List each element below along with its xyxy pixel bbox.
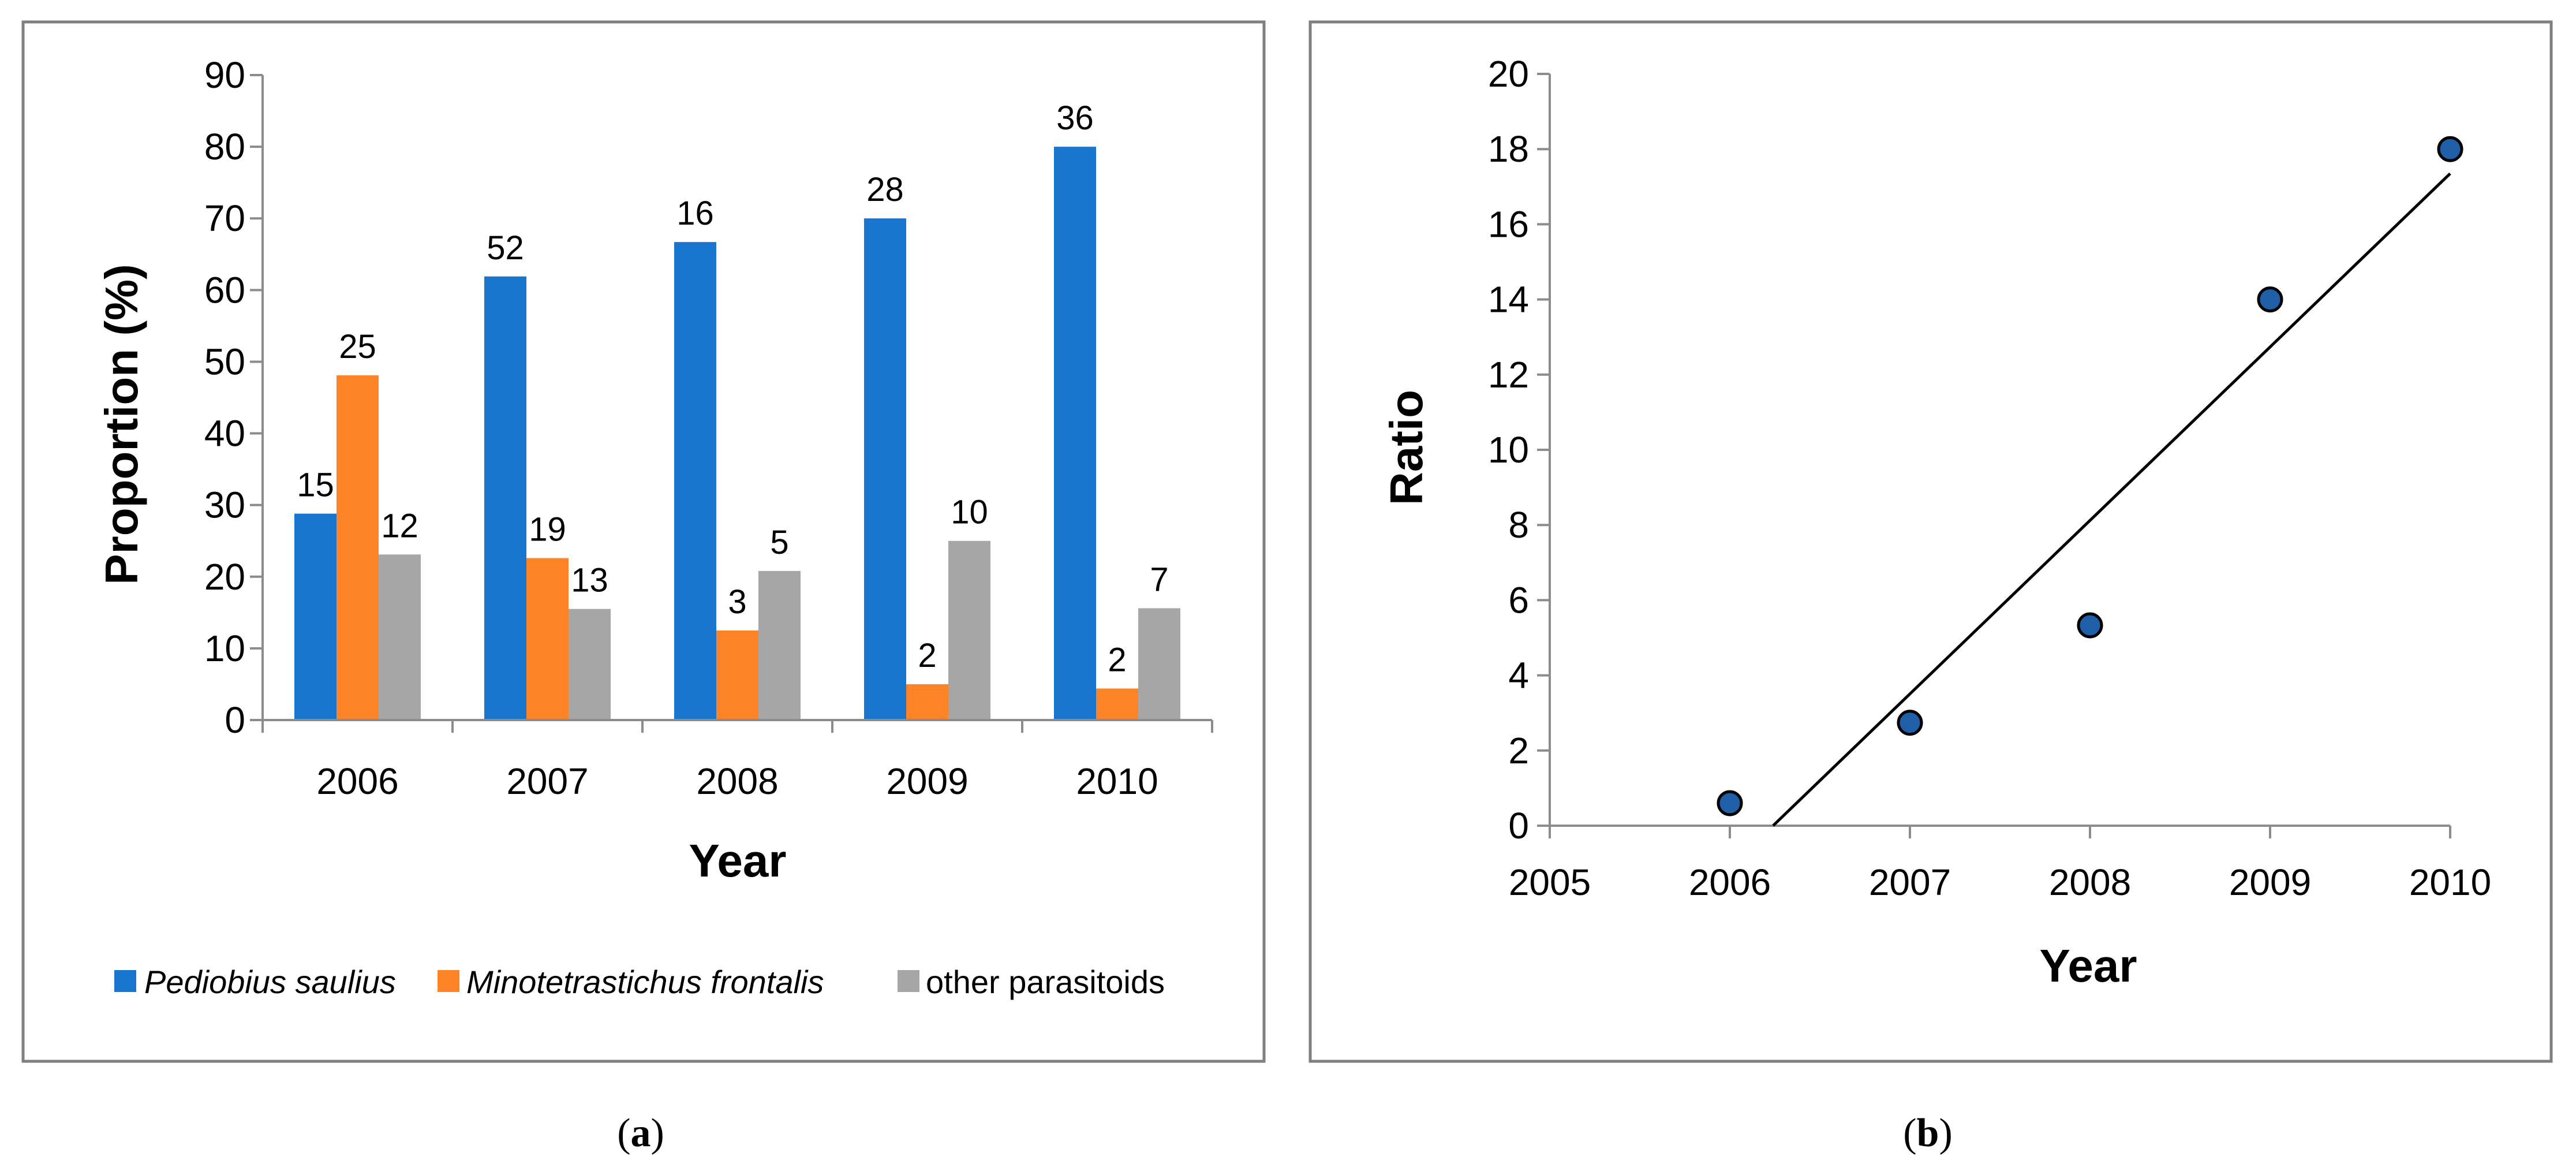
legend-label: Pediobius saulius (144, 964, 396, 1000)
y-tick-label: 14 (1488, 279, 1529, 320)
panel-b-frame (1308, 20, 2553, 1063)
caption-a-letter: a (631, 1111, 651, 1155)
bar-data-label: 28 (866, 171, 904, 208)
panel-b-y-axis-title: Ratio (1381, 390, 1432, 505)
bar-data-label: 10 (951, 494, 988, 531)
bar-data-label: 15 (297, 467, 334, 504)
y-tick-label: 12 (1488, 354, 1529, 396)
bar-0-2 (674, 242, 716, 720)
x-tick-label: 2007 (1869, 862, 1951, 903)
y-tick-label: 8 (1508, 504, 1529, 546)
bar-data-label: 12 (381, 507, 418, 545)
x-tick-label: 2010 (1076, 760, 1158, 802)
y-tick-label: 20 (204, 556, 245, 598)
bar-0-3 (864, 218, 906, 720)
y-tick-label: 50 (204, 341, 245, 382)
caption-b-letter: b (1917, 1111, 1939, 1155)
panel-a-axes (250, 74, 1213, 733)
bar-data-label: 16 (676, 195, 714, 232)
scatter-point-0 (1717, 790, 1743, 816)
y-tick-label: 40 (204, 413, 245, 454)
panel-a-y-tick-labels: 0 10 20 30 40 50 60 70 80 90 (204, 54, 245, 741)
bar-1-2 (716, 630, 758, 720)
scatter-point-2 (2077, 612, 2103, 639)
bar-1-0 (337, 375, 379, 720)
panel-b-trendline (1772, 172, 2451, 827)
x-tick-label: 2009 (886, 760, 968, 802)
scatter-point-3 (2257, 286, 2283, 313)
bar-data-label: 13 (571, 562, 608, 599)
bar-1-4 (1096, 688, 1138, 720)
bar-data-label: 7 (1150, 561, 1168, 598)
panel-b-x-axis-title: Year (2039, 940, 2137, 991)
legend-label: Minotetrastichus frontalis (466, 964, 824, 1000)
panel-a-x-axis-title: Year (689, 835, 786, 886)
x-tick-label: 2006 (316, 760, 398, 802)
x-tick-label: 2005 (1509, 862, 1591, 903)
bar-2-3 (948, 540, 990, 720)
y-tick-label: 10 (204, 628, 245, 669)
scatter-point-1 (1897, 710, 1923, 736)
bar-0-0 (294, 513, 337, 720)
caption-b: (b) (1903, 1111, 1953, 1155)
panel-b-x-tick-labels: 2005 2006 2007 2008 2009 2010 (1509, 862, 2491, 903)
y-tick-label: 20 (1488, 53, 1529, 95)
bar-data-label: 19 (529, 511, 566, 549)
bar-data-label: 5 (770, 524, 788, 561)
y-tick-label: 80 (204, 126, 245, 167)
y-tick-label: 18 (1488, 128, 1529, 170)
legend-swatch (438, 970, 459, 992)
legend-swatch (898, 970, 919, 992)
scatter-point-4 (2437, 136, 2463, 162)
y-tick-label: 2 (1508, 730, 1529, 771)
y-tick-label: 0 (1508, 805, 1529, 846)
x-tick-label: 2008 (2049, 862, 2131, 903)
bar-2-0 (379, 554, 421, 720)
y-tick-label: 10 (1488, 429, 1529, 471)
bar-data-label: 52 (487, 229, 524, 267)
bar-2-1 (569, 609, 611, 720)
bar-data-label: 36 (1056, 99, 1094, 137)
bar-data-label: 2 (1108, 641, 1126, 678)
y-tick-label: 90 (204, 54, 245, 96)
y-tick-label: 16 (1488, 203, 1529, 245)
panel-b-points (1717, 136, 2463, 816)
bar-2-2 (758, 570, 801, 720)
y-tick-label: 70 (204, 197, 245, 239)
bar-1-3 (906, 684, 948, 720)
x-tick-label: 2009 (2229, 862, 2311, 903)
x-tick-label: 2006 (1689, 862, 1771, 903)
y-tick-label: 60 (204, 269, 245, 311)
x-tick-label: 2008 (696, 760, 778, 802)
bar-data-label: 2 (918, 637, 936, 674)
legend-swatch (114, 970, 136, 992)
x-tick-label: 2007 (506, 760, 588, 802)
x-tick-label: 2010 (2409, 862, 2491, 903)
panel-a-x-tick-labels: 2006 2007 2008 2009 2010 (316, 760, 1158, 802)
bar-0-4 (1054, 147, 1096, 721)
legend-label: other parasitoids (926, 964, 1165, 1000)
y-tick-label: 6 (1508, 579, 1529, 621)
bar-1-1 (526, 558, 569, 720)
caption-a: (a) (617, 1111, 664, 1155)
y-tick-label: 30 (204, 484, 245, 526)
bar-data-label: 3 (728, 583, 746, 621)
y-tick-label: 4 (1508, 655, 1529, 696)
panel-b-axes (1537, 73, 2451, 838)
y-tick-label: 0 (225, 699, 245, 741)
panel-a-y-axis-title: Proportion (%) (96, 264, 147, 584)
bar-2-4 (1138, 608, 1180, 720)
bar-0-1 (484, 276, 526, 721)
panel-a-legend: Pediobius saulius Minotetrastichus fronta… (114, 964, 1165, 1000)
panel-a-bars (294, 147, 1180, 721)
panel-b-y-tick-labels: 0 2 4 6 8 10 12 14 16 18 20 (1488, 53, 1529, 846)
bar-data-label: 25 (339, 328, 376, 366)
